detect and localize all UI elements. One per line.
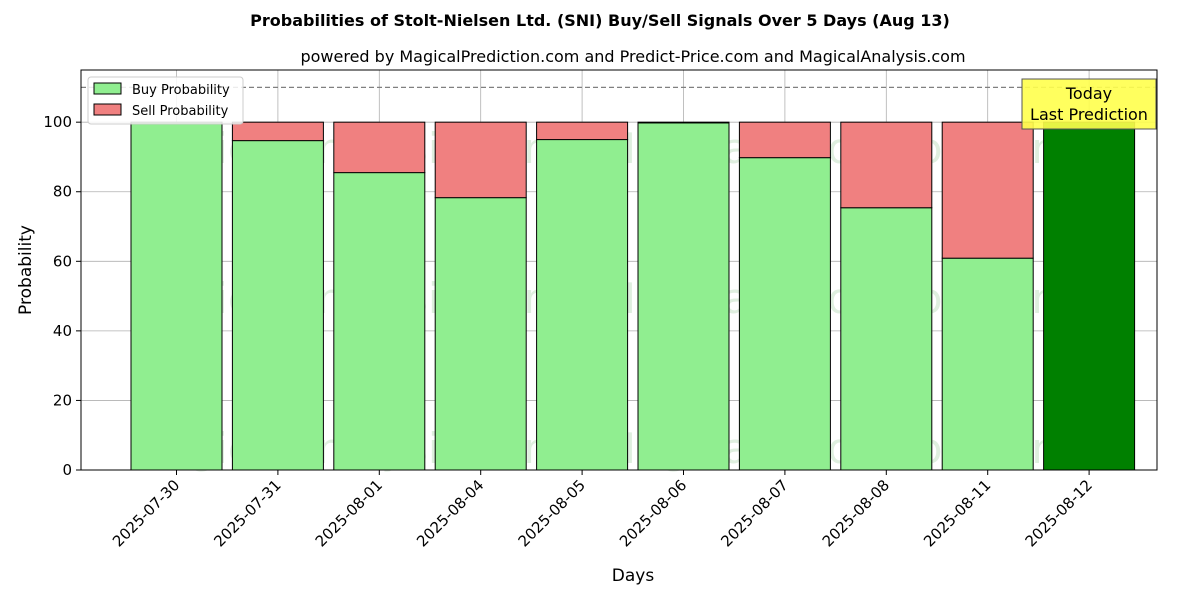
x-axis-ticks: 2025-07-30 2025-07-31 2025-08-01 2025-08-04… [109,470,1096,550]
chart-subtitle: powered by MagicalPrediction.com and Pre… [300,47,965,66]
x-tick-label: 2025-08-07 [717,476,791,550]
today-label: Today [1065,84,1112,103]
today-annotation: Today Last Prediction [1021,78,1157,130]
sell-bar [941,121,1034,259]
legend-swatch-sell [93,103,122,116]
y-axis-label: Probability [16,225,36,315]
buy-bar [333,172,426,471]
x-axis-label: Days [612,566,655,586]
buy-bar [1043,121,1136,471]
buy-bar [637,122,730,471]
sell-bar [637,121,730,124]
bars [130,121,1136,471]
buy-bar [738,157,831,471]
sell-bar [738,121,831,159]
legend-frame [87,76,244,125]
buy-bar [536,139,629,471]
sell-bar [434,121,527,199]
x-tick-label: 2025-08-08 [819,476,893,550]
y-tick-label: 80 [53,183,72,201]
sell-bar [536,121,629,141]
legend: Buy Probability Sell Probability [87,76,244,125]
x-tick-label: 2025-08-04 [413,476,487,550]
buy-bar [941,257,1034,471]
y-tick-label: 60 [53,252,72,270]
chart-title: Probabilities of Stolt-Nielsen Ltd. (SNI… [250,11,950,30]
legend-label-buy: Buy Probability [132,83,230,98]
sell-bar [231,121,324,142]
x-tick-label: 2025-08-01 [312,476,386,550]
buy-bar [840,207,933,471]
last-prediction-label: Last Prediction [1030,105,1148,124]
today-annotation-box [1021,78,1157,130]
buy-bar [130,121,223,471]
x-tick-label: 2025-08-11 [920,476,994,550]
y-tick-label: 0 [62,461,72,479]
y-tick-label: 40 [53,322,72,340]
plot-frame [80,69,1158,471]
y-tick-label: 20 [53,391,72,409]
legend-swatch-buy [93,82,122,95]
buy-bar [231,140,324,471]
legend-label-sell: Sell Probability [132,104,229,119]
buy-bar [434,197,527,471]
sell-bar [840,121,933,209]
x-tick-label: 2025-08-06 [616,476,690,550]
y-axis-ticks: 0 20 40 60 80 100 [43,113,81,479]
x-tick-label: 2025-07-30 [109,476,183,550]
sell-bar [333,121,426,174]
x-tick-label: 2025-07-31 [210,476,284,550]
y-tick-label: 100 [43,113,72,131]
x-tick-label: 2025-08-05 [515,476,589,550]
x-tick-label: 2025-08-12 [1022,476,1096,550]
